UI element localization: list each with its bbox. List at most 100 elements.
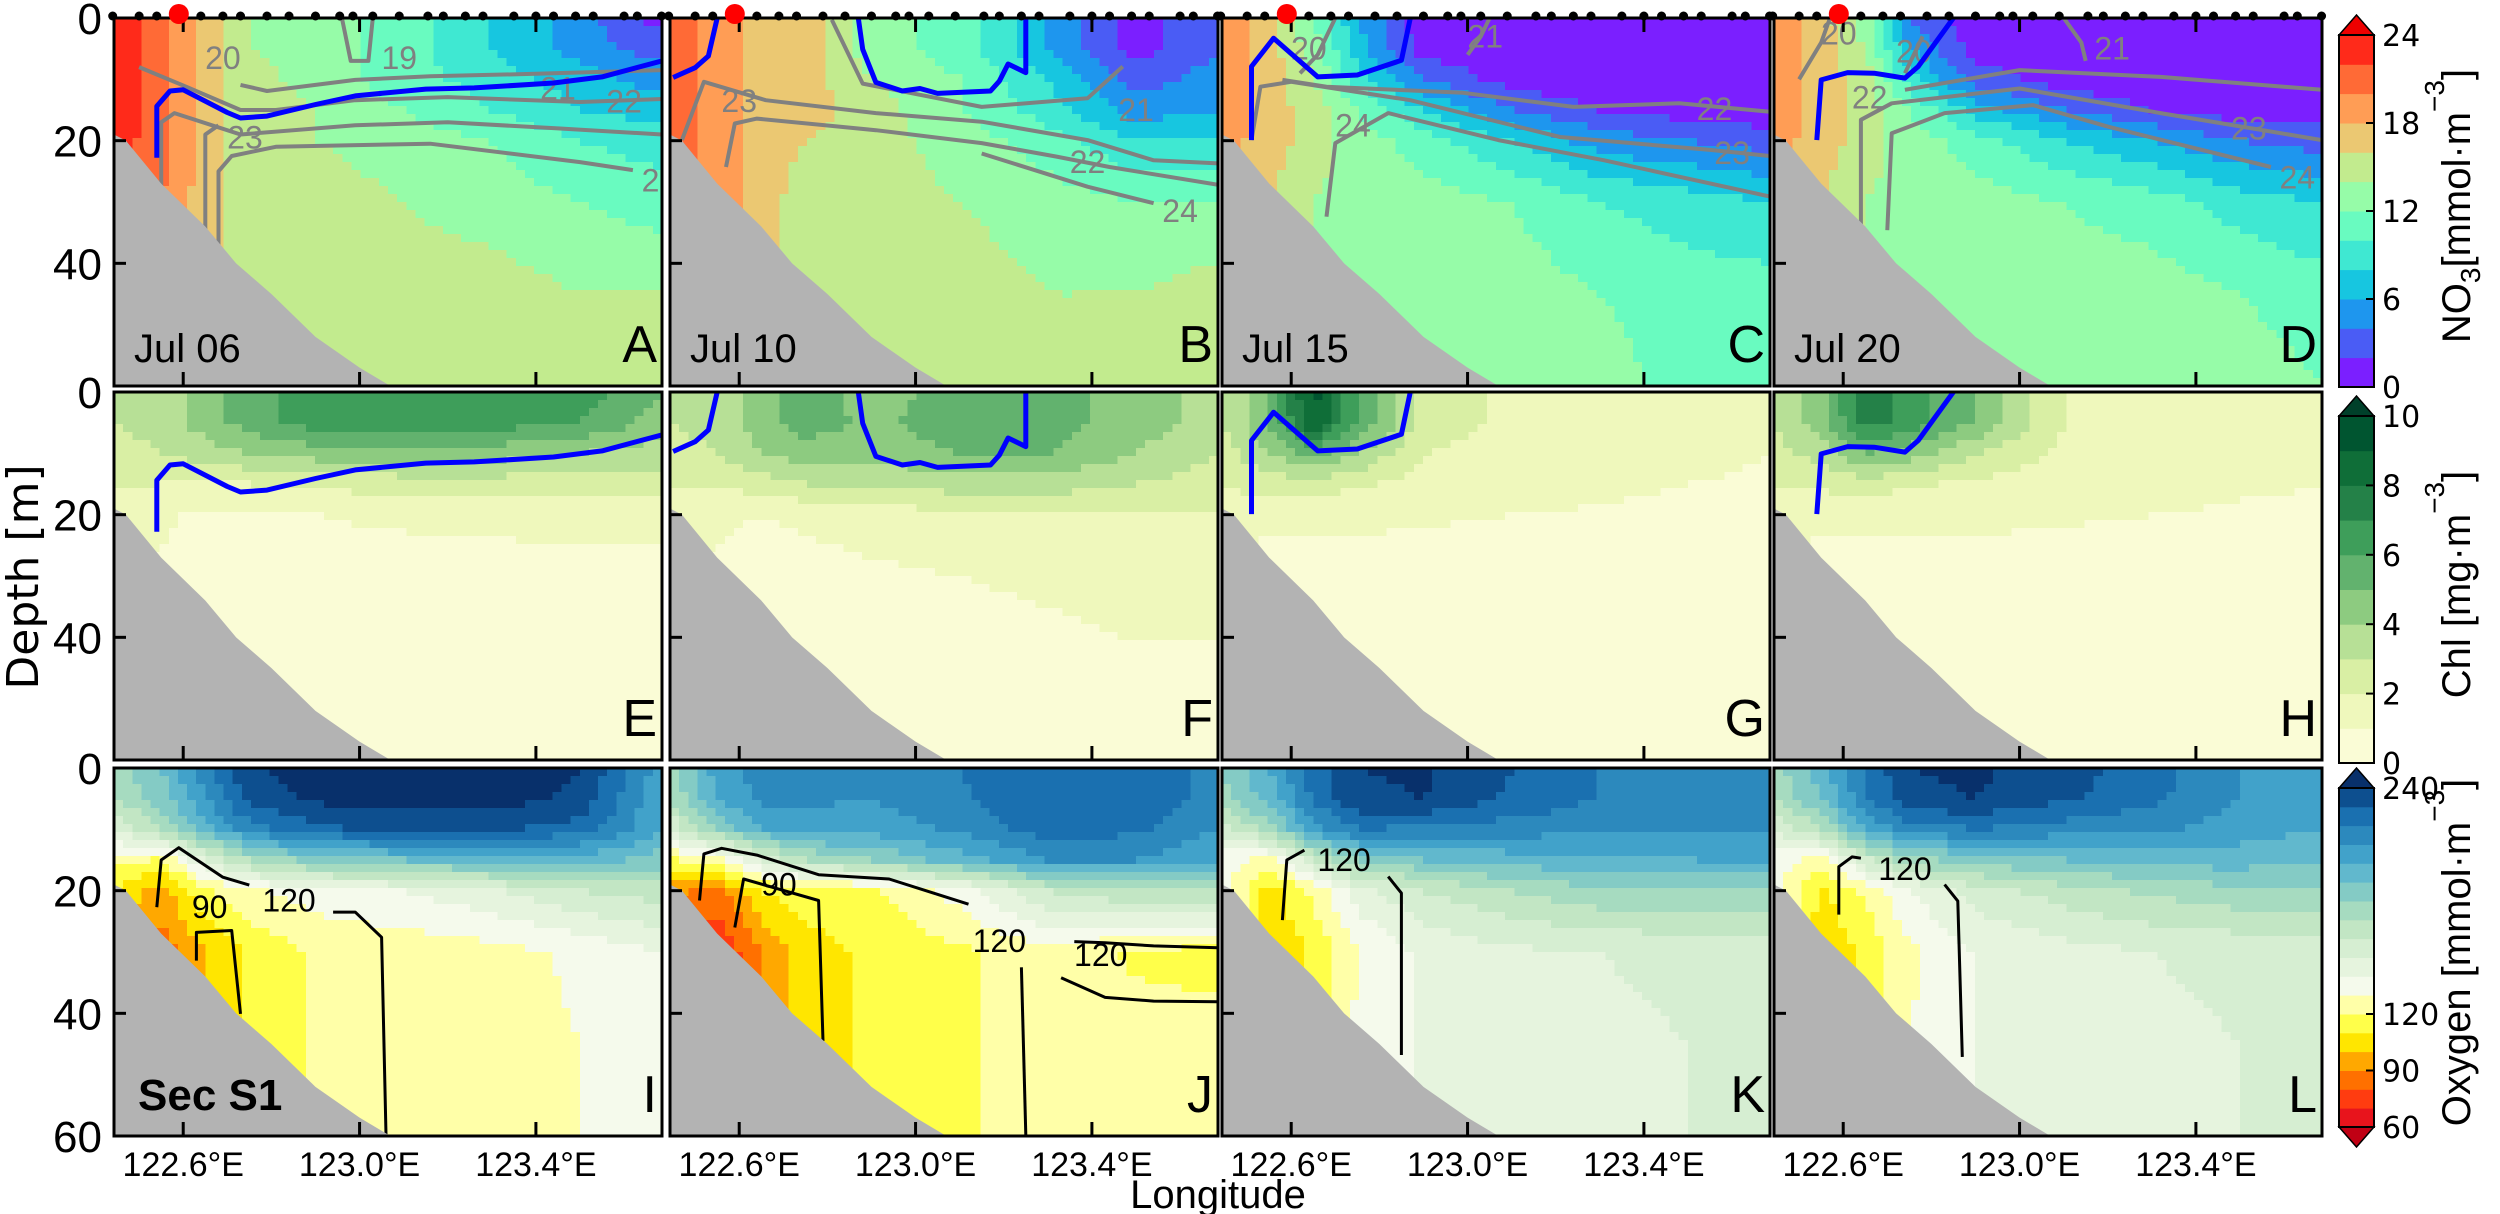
- contour-cell: [1099, 114, 1109, 123]
- contour-cell: [351, 66, 362, 75]
- highlight-station-dot: [168, 4, 189, 24]
- contour-cell: [479, 114, 489, 123]
- contour-cell: [825, 178, 835, 187]
- contour-cell: [433, 170, 444, 179]
- contour-cell: [971, 18, 982, 27]
- contour-cell: [843, 282, 854, 291]
- contour-cell: [525, 346, 535, 355]
- contour-cell: [406, 282, 416, 291]
- contour-cell: [788, 122, 799, 131]
- contour-cell: [552, 338, 563, 347]
- contour-cell: [733, 186, 744, 195]
- contour-cell: [388, 242, 398, 251]
- contour-cell: [579, 58, 590, 67]
- contour-cell: [552, 314, 563, 323]
- contour-cell: [1071, 82, 1082, 91]
- contour-cell: [998, 42, 1009, 51]
- contour-cell: [907, 290, 918, 299]
- station-dot: [588, 11, 598, 21]
- contour-cell: [433, 338, 444, 347]
- contour-cell: [907, 218, 918, 227]
- contour-cell: [634, 146, 645, 155]
- contour-cell: [998, 114, 1009, 123]
- contour-cell: [287, 178, 298, 187]
- contour-cell: [470, 18, 480, 27]
- contour-cell: [424, 218, 435, 227]
- contour-cell: [442, 210, 453, 219]
- contour-cell: [989, 170, 1000, 179]
- contour-cell: [1007, 58, 1018, 67]
- contour-cell: [324, 74, 334, 83]
- contour-cell: [177, 186, 188, 195]
- contour-cell: [415, 250, 426, 259]
- contour-cell: [697, 66, 708, 75]
- contour-cell: [843, 154, 854, 163]
- contour-cell: [1044, 226, 1055, 235]
- contour-cell: [168, 34, 179, 43]
- contour-cell: [552, 242, 563, 251]
- contour-cell: [515, 274, 526, 283]
- contour-cell: [779, 50, 790, 59]
- contour-cell: [579, 218, 590, 227]
- contour-cell: [1144, 146, 1155, 155]
- contour-cell: [287, 274, 298, 283]
- contour-cell: [616, 234, 626, 243]
- contour-cell: [369, 282, 380, 291]
- contour-cell: [752, 50, 762, 59]
- contour-cell: [561, 290, 572, 299]
- contour-cell: [1007, 18, 1018, 27]
- contour-cell: [588, 258, 599, 267]
- contour-cell: [907, 266, 918, 275]
- contour-cell: [807, 138, 817, 147]
- contour-cell: [1135, 106, 1146, 115]
- station-dot: [478, 11, 488, 21]
- contour-cell: [1044, 82, 1055, 91]
- contour-cell: [825, 138, 835, 147]
- contour-cell: [870, 170, 881, 179]
- contour-cell: [397, 242, 407, 251]
- contour-cell: [770, 82, 781, 91]
- contour-cell: [314, 74, 325, 83]
- contour-cell: [1035, 186, 1045, 195]
- contour-cell: [324, 202, 334, 211]
- contour-cell: [470, 250, 480, 259]
- contour-cell: [1199, 162, 1210, 171]
- contour-cell: [870, 290, 881, 299]
- contour-cell: [388, 178, 398, 187]
- contour-cell: [1126, 138, 1137, 147]
- contour-cell: [1163, 50, 1173, 59]
- contour-cell: [561, 34, 572, 43]
- contour-cell: [488, 370, 499, 379]
- contour-cell: [1117, 226, 1128, 235]
- contour-cell: [944, 50, 954, 59]
- contour-cell: [1017, 42, 1027, 51]
- contour-cell: [287, 250, 298, 259]
- contour-cell: [825, 194, 835, 203]
- contour-cell: [944, 154, 954, 163]
- contour-cell: [715, 74, 726, 83]
- contour-cell: [333, 74, 343, 83]
- contour-cell: [962, 234, 972, 243]
- contour-cell: [971, 162, 982, 171]
- contour-cell: [1199, 50, 1210, 59]
- contour-cell: [442, 122, 453, 131]
- contour-cell: [797, 58, 808, 67]
- contour-cell: [1144, 34, 1155, 43]
- contour-cell: [843, 58, 854, 67]
- contour-cell: [1044, 178, 1055, 187]
- contour-cell: [378, 266, 389, 275]
- contour-cell: [442, 338, 453, 347]
- contour-cell: [305, 106, 316, 115]
- contour-cell: [825, 274, 835, 283]
- contour-cell: [479, 322, 489, 331]
- contour-cell: [397, 274, 407, 283]
- contour-cell: [1144, 74, 1155, 83]
- contour-cell: [543, 210, 553, 219]
- contour-cell: [715, 122, 726, 131]
- contour-cell: [1144, 194, 1155, 203]
- contour-cell: [360, 114, 371, 123]
- chl-isoline-blue: [154, 58, 662, 158]
- contour-cell: [397, 258, 407, 267]
- contour-cell: [351, 186, 362, 195]
- contour-cell: [688, 58, 698, 67]
